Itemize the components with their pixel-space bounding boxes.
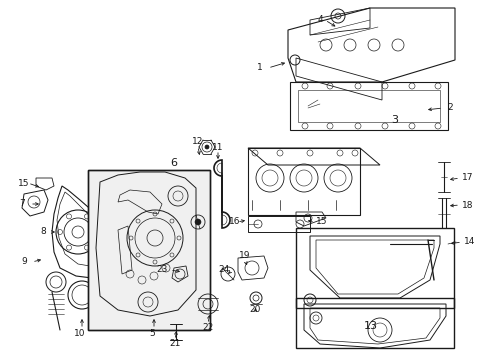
Text: 23: 23 [156, 266, 168, 274]
Text: 1: 1 [257, 63, 263, 72]
Bar [88, 170, 209, 330]
Text: 15: 15 [316, 217, 327, 226]
Text: 20: 20 [249, 306, 260, 315]
Text: 21: 21 [169, 339, 181, 348]
Text: 24: 24 [218, 266, 229, 274]
Text: 5: 5 [149, 328, 155, 338]
Text: 17: 17 [461, 174, 472, 183]
Text: 19: 19 [239, 252, 250, 261]
Text: 11: 11 [212, 143, 224, 152]
Text: 4: 4 [317, 15, 323, 24]
Circle shape [195, 219, 201, 225]
Bar [88, 170, 209, 330]
Text: 22: 22 [202, 324, 213, 333]
Text: 3: 3 [391, 115, 398, 125]
Text: 9: 9 [21, 257, 27, 266]
Text: 15: 15 [18, 179, 30, 188]
Text: 18: 18 [461, 201, 472, 210]
Text: 8: 8 [40, 228, 46, 237]
Text: 6: 6 [170, 158, 177, 168]
Text: 16: 16 [228, 217, 240, 226]
Text: 12: 12 [192, 138, 203, 147]
Text: 13: 13 [363, 321, 377, 331]
Bar [295, 228, 453, 308]
Text: 2: 2 [446, 104, 452, 112]
Circle shape [204, 145, 208, 149]
Text: 14: 14 [463, 238, 474, 247]
Text: 10: 10 [74, 328, 85, 338]
Text: 7: 7 [19, 199, 25, 208]
Bar [295, 298, 453, 348]
